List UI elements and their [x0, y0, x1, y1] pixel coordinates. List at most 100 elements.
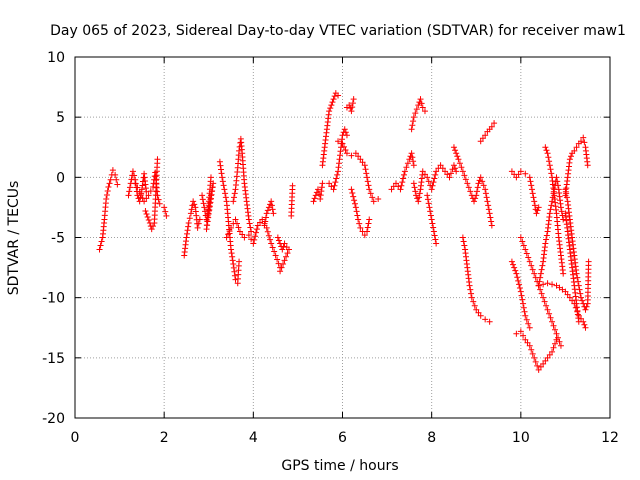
- data-point: [538, 266, 545, 273]
- data-point: [510, 261, 517, 268]
- data-point: [552, 340, 559, 347]
- data-point: [96, 246, 103, 253]
- data-point: [247, 224, 254, 231]
- data-point: [270, 210, 277, 217]
- data-point: [311, 195, 318, 202]
- x-tick-label: 10: [512, 430, 530, 446]
- data-point: [516, 285, 523, 292]
- data-point: [350, 193, 357, 200]
- data-point: [142, 208, 149, 215]
- data-point: [351, 197, 358, 204]
- data-point: [522, 246, 529, 253]
- data-point: [312, 192, 319, 199]
- data-point: [553, 336, 560, 343]
- data-point: [534, 362, 541, 369]
- data-point: [528, 262, 535, 269]
- data-point: [351, 200, 358, 207]
- data-point: [97, 242, 104, 249]
- data-point: [231, 268, 238, 275]
- series-t8: [230, 135, 255, 235]
- data-point: [365, 182, 372, 189]
- data-point: [535, 366, 542, 373]
- data-point: [253, 229, 260, 236]
- data-point: [333, 175, 340, 182]
- data-point: [528, 346, 535, 353]
- data-point: [412, 110, 419, 117]
- data-point: [141, 198, 148, 205]
- data-point: [280, 260, 287, 267]
- x-tick-label: 12: [601, 430, 619, 446]
- data-point: [348, 186, 355, 193]
- data-point: [542, 144, 549, 151]
- data-point: [515, 171, 522, 178]
- data-point: [549, 318, 556, 325]
- data-point: [310, 198, 317, 205]
- data-point: [547, 206, 554, 213]
- data-point: [557, 204, 564, 211]
- data-point: [486, 318, 493, 325]
- data-point: [361, 162, 368, 169]
- data-point: [350, 96, 357, 103]
- data-point: [410, 114, 417, 121]
- data-point: [357, 224, 364, 231]
- data-point: [184, 227, 191, 234]
- data-point: [335, 92, 342, 99]
- data-point: [359, 159, 366, 166]
- data-point: [274, 256, 281, 263]
- data-point: [275, 237, 282, 244]
- data-point: [343, 150, 350, 157]
- data-point: [268, 198, 275, 205]
- data-point: [269, 206, 276, 213]
- series-t19: [388, 150, 417, 193]
- data-point: [348, 152, 355, 159]
- x-tick-label: 2: [160, 430, 169, 446]
- data-point: [427, 208, 434, 215]
- data-point: [513, 270, 520, 277]
- y-axis: -20 -15 -10 -5 0 5 10: [42, 50, 610, 427]
- data-point: [533, 210, 540, 217]
- data-point: [319, 180, 326, 187]
- data-point: [560, 270, 567, 277]
- data-point: [450, 144, 457, 151]
- data-point: [132, 180, 139, 187]
- data-point: [105, 183, 112, 190]
- x-tick-label: 4: [249, 430, 258, 446]
- data-point: [335, 138, 342, 145]
- data-point: [354, 212, 361, 219]
- data-point: [531, 202, 538, 209]
- data-point: [460, 238, 467, 245]
- data-point: [231, 272, 238, 279]
- data-point: [410, 180, 417, 187]
- data-point: [143, 195, 150, 202]
- data-point: [471, 198, 478, 205]
- data-point: [232, 216, 239, 223]
- data-point: [459, 234, 466, 241]
- data-point: [522, 336, 529, 343]
- series-t35: [562, 210, 582, 325]
- data-point: [393, 180, 399, 187]
- data-point: [531, 354, 538, 361]
- series-t29: [513, 328, 560, 373]
- series-t24: [477, 120, 498, 145]
- data-point: [558, 208, 565, 215]
- data-point: [550, 322, 557, 329]
- data-point: [284, 250, 291, 257]
- data-point: [571, 147, 578, 154]
- data-point: [264, 207, 271, 214]
- data-point: [580, 134, 587, 141]
- data-point: [528, 182, 535, 189]
- series-t20: [408, 96, 428, 133]
- data-point: [131, 172, 138, 179]
- data-point: [289, 182, 296, 189]
- data-point: [317, 195, 324, 202]
- data-point: [246, 220, 253, 227]
- data-point: [349, 189, 356, 196]
- data-point: [263, 210, 270, 217]
- data-point: [230, 264, 237, 271]
- data-point: [413, 106, 420, 113]
- data-point: [546, 310, 553, 317]
- data-point: [156, 200, 163, 207]
- data-point: [425, 200, 432, 207]
- data-point: [431, 175, 438, 182]
